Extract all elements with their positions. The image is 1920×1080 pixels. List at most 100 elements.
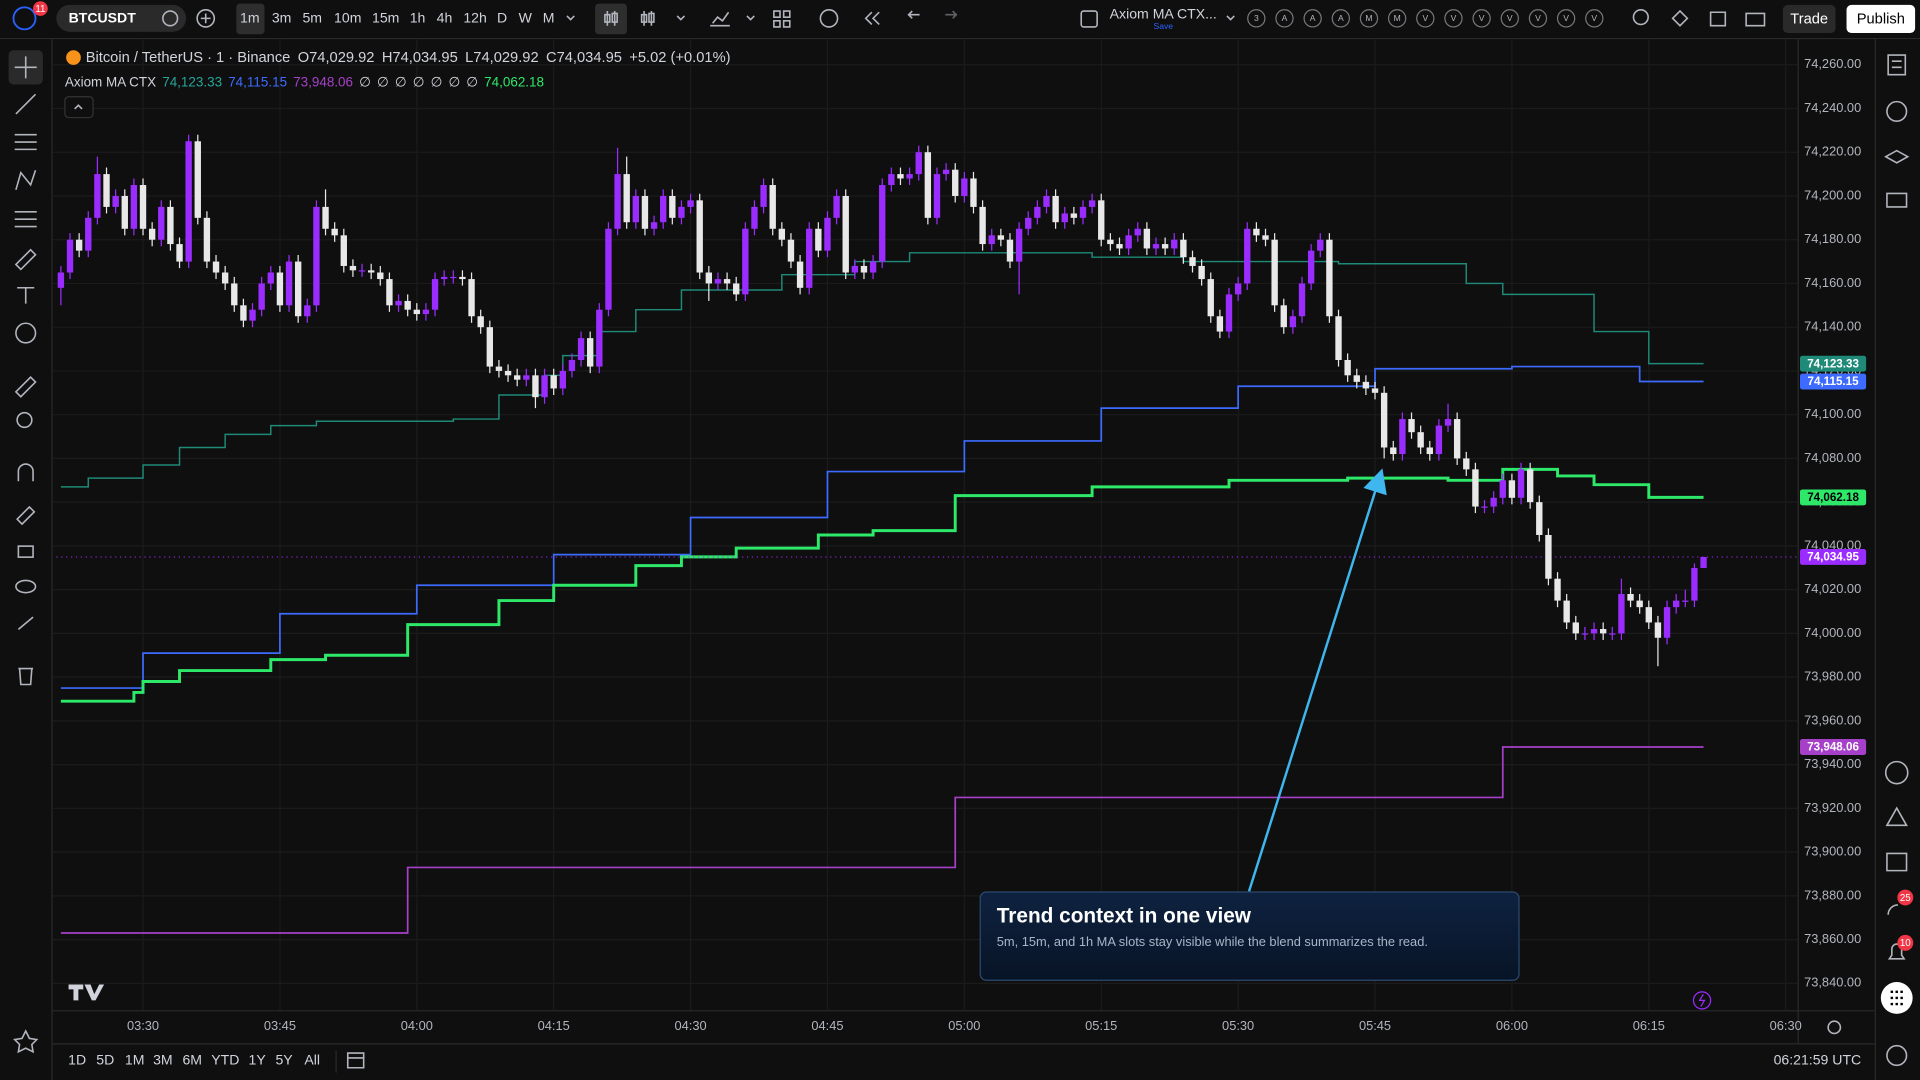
- interval[interactable]: 3m: [272, 10, 292, 26]
- search-icon[interactable]: [1632, 9, 1649, 26]
- slot-badge-label[interactable]: V: [1563, 13, 1569, 23]
- interval[interactable]: 15m: [372, 10, 399, 26]
- ideas-icon[interactable]: [1885, 806, 1908, 827]
- interval[interactable]: 1h: [410, 10, 426, 26]
- axis-settings[interactable]: [1827, 1020, 1842, 1035]
- symbol-search[interactable]: [56, 4, 187, 32]
- alerts-icon[interactable]: [1886, 100, 1908, 123]
- slot-badge-label[interactable]: A: [1310, 13, 1316, 23]
- goto-date[interactable]: [346, 1052, 365, 1069]
- bars-icon[interactable]: [640, 11, 655, 26]
- logo[interactable]: [12, 6, 37, 31]
- ruler-tool[interactable]: [14, 376, 37, 398]
- trade-label[interactable]: Trade: [1790, 11, 1828, 27]
- slot-badge-label[interactable]: V: [1591, 13, 1597, 23]
- link-tool[interactable]: [17, 616, 34, 630]
- save-label[interactable]: Save: [1153, 21, 1173, 31]
- slot-badge[interactable]: [1528, 9, 1548, 28]
- slot-badge-label[interactable]: V: [1507, 13, 1513, 23]
- undo-icon[interactable]: [907, 10, 920, 19]
- slot-badge[interactable]: [1585, 9, 1604, 28]
- slot-badge[interactable]: [1387, 9, 1407, 28]
- slot-badge[interactable]: [1500, 9, 1519, 28]
- interval[interactable]: M: [543, 10, 555, 26]
- interval[interactable]: 12h: [463, 10, 486, 26]
- range-button[interactable]: YTD: [211, 1052, 239, 1068]
- alert-icon[interactable]: [819, 9, 839, 28]
- interval[interactable]: 4h: [437, 10, 453, 26]
- slot-badge-label[interactable]: A: [1282, 13, 1288, 23]
- slot-badge[interactable]: [1247, 9, 1266, 28]
- crosshair-tool[interactable]: [14, 56, 37, 79]
- interval[interactable]: D: [497, 10, 507, 26]
- layers-icon[interactable]: [1884, 149, 1910, 164]
- symbol[interactable]: BTCUSDT: [69, 10, 137, 26]
- projection-tool[interactable]: [14, 211, 37, 228]
- slot-badge-label[interactable]: M: [1394, 13, 1401, 23]
- slot-badge-label[interactable]: A: [1338, 13, 1344, 23]
- add-symbol[interactable]: [196, 9, 216, 28]
- news-icon[interactable]: [1887, 904, 1899, 915]
- range-button[interactable]: 5Y: [275, 1052, 293, 1068]
- publish-button[interactable]: [1846, 4, 1916, 34]
- trash-tool[interactable]: [18, 667, 34, 686]
- layout-icon[interactable]: [773, 10, 791, 28]
- fullscreen-icon[interactable]: [1709, 11, 1727, 27]
- target-icon[interactable]: [1884, 760, 1909, 785]
- slot-badge[interactable]: [1472, 9, 1491, 28]
- slot-badge[interactable]: [1303, 9, 1322, 28]
- range-button[interactable]: 1D: [68, 1052, 86, 1068]
- slot-badge-label[interactable]: V: [1451, 13, 1457, 23]
- chart-type-selected[interactable]: [595, 3, 627, 35]
- trade-button[interactable]: [1782, 4, 1836, 34]
- chevron[interactable]: [746, 15, 755, 21]
- visibility-tool[interactable]: [15, 579, 37, 594]
- slot-badge[interactable]: [1331, 9, 1350, 28]
- indicators-icon[interactable]: [710, 11, 730, 27]
- snapshot-icon[interactable]: [1745, 12, 1766, 27]
- collapse-button[interactable]: [64, 96, 94, 119]
- fib-tool[interactable]: [14, 133, 37, 151]
- interval[interactable]: W: [519, 10, 533, 26]
- slot-badge-label[interactable]: V: [1479, 13, 1485, 23]
- slot-badge[interactable]: [1359, 9, 1379, 28]
- lock-tool[interactable]: [17, 545, 34, 558]
- range-button[interactable]: 5D: [96, 1052, 114, 1068]
- favorites[interactable]: [13, 1029, 39, 1054]
- redo-icon[interactable]: [945, 10, 958, 19]
- watchlist-icon[interactable]: [1887, 54, 1907, 76]
- chat-icon[interactable]: [1886, 192, 1908, 208]
- lightning-icon[interactable]: [1692, 991, 1712, 1010]
- brush-tool[interactable]: [14, 248, 37, 271]
- draw-mode[interactable]: [16, 505, 36, 526]
- help-icon[interactable]: [1886, 1044, 1908, 1067]
- settings-icon[interactable]: [1671, 9, 1689, 27]
- chevron[interactable]: [566, 15, 575, 21]
- publish-label[interactable]: Publish: [1857, 11, 1905, 27]
- interval[interactable]: 1m: [240, 10, 260, 26]
- slot-badge-label[interactable]: V: [1422, 13, 1428, 23]
- slot-badge[interactable]: [1556, 9, 1576, 28]
- pattern-tool[interactable]: [15, 169, 37, 191]
- checkbox[interactable]: [1080, 10, 1098, 28]
- trendline-tool[interactable]: [15, 93, 37, 115]
- range-button[interactable]: 6M: [182, 1052, 202, 1068]
- range-button[interactable]: All: [304, 1052, 320, 1068]
- indicator-template[interactable]: Axiom MA CTX...: [1110, 5, 1217, 21]
- replay-icon[interactable]: [864, 11, 880, 26]
- slot-badge[interactable]: [1444, 9, 1463, 28]
- calendar-icon[interactable]: [1886, 852, 1908, 872]
- interval[interactable]: 5m: [302, 10, 322, 26]
- range-button[interactable]: 1Y: [249, 1052, 267, 1068]
- chevron[interactable]: [676, 15, 686, 21]
- slot-badge-label[interactable]: V: [1535, 13, 1541, 23]
- emoji-tool[interactable]: [15, 322, 37, 344]
- text-tool[interactable]: [17, 286, 35, 304]
- slot-badge-label[interactable]: 3: [1254, 13, 1259, 23]
- zoom-tool[interactable]: [16, 411, 33, 429]
- magnet-tool[interactable]: [17, 463, 34, 482]
- slot-badge[interactable]: [1275, 9, 1294, 28]
- slot-badge-label[interactable]: M: [1365, 13, 1372, 23]
- slot-badge[interactable]: [1416, 9, 1435, 28]
- chevron[interactable]: [1226, 15, 1235, 21]
